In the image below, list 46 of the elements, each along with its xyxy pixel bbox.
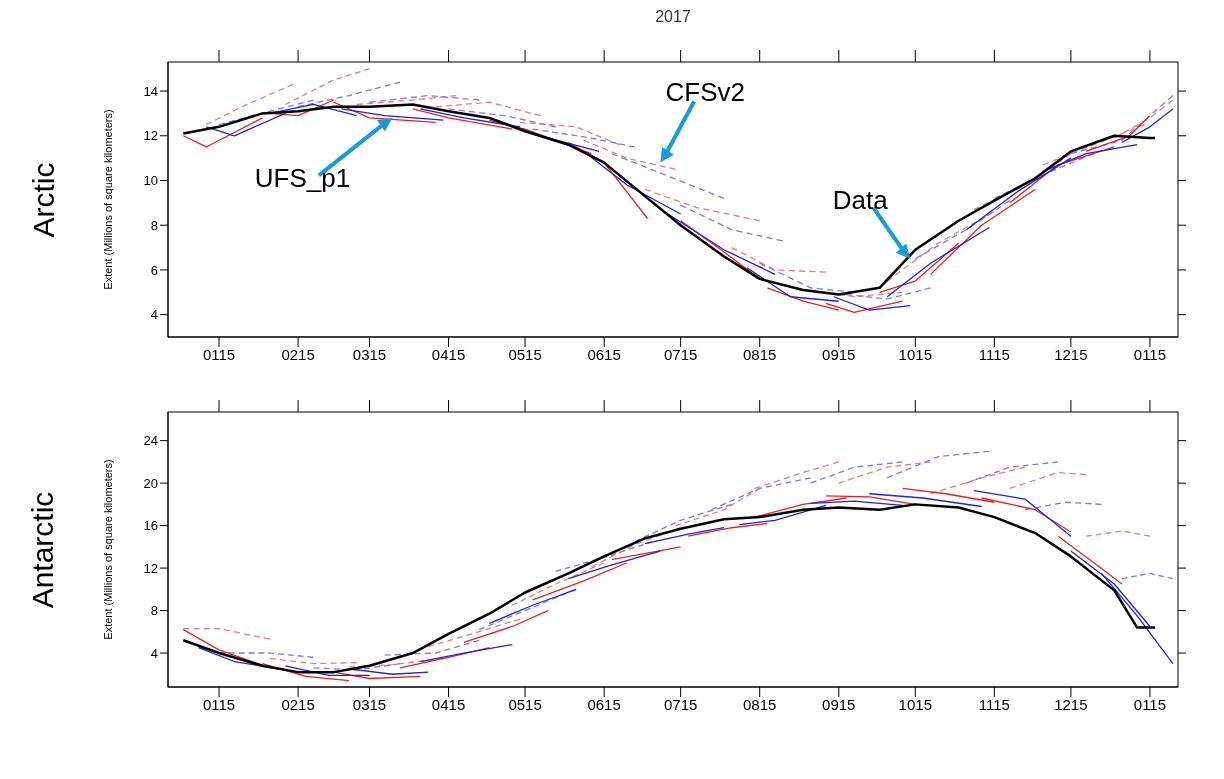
y-tick-label: 24 [143, 433, 158, 449]
x-tick-label: 0115 [202, 345, 236, 363]
x-tick-label: 0415 [431, 345, 466, 363]
annotation: Data [832, 184, 889, 215]
y-tick-label: 14 [143, 83, 158, 99]
x-tick-label: 0115 [1133, 695, 1167, 713]
x-tick-label: 0315 [352, 695, 387, 713]
x-tick-label: 1215 [1054, 695, 1088, 713]
x-tick-label: 0115 [202, 695, 236, 713]
y-axis-title: Extent (Millions of square kilometers) [101, 109, 114, 290]
y-tick-label: 10 [143, 173, 158, 189]
x-tick-label: 0315 [352, 345, 387, 363]
y-tick-label: 8 [150, 217, 158, 233]
y-tick-label: 4 [150, 307, 158, 323]
y-tick-label: 20 [143, 475, 158, 491]
y-tick-label: 12 [143, 128, 158, 144]
y-tick-label: 6 [150, 262, 158, 278]
x-tick-label: 1115 [978, 695, 1010, 713]
x-tick-label: 0215 [281, 695, 315, 713]
x-tick-label: 0815 [743, 345, 777, 363]
x-tick-label: 1015 [898, 345, 932, 363]
x-tick-label: 0715 [663, 345, 698, 363]
x-tick-label: 1015 [898, 695, 932, 713]
y-tick-label: 16 [143, 518, 158, 534]
y-tick-label: 12 [143, 560, 158, 576]
x-tick-label: 0915 [822, 345, 856, 363]
x-tick-label: 0515 [508, 345, 542, 363]
x-tick-label: 0415 [431, 695, 466, 713]
x-tick-label: 0715 [663, 695, 698, 713]
y-tick-label: 4 [150, 645, 158, 661]
x-tick-label: 0615 [587, 695, 621, 713]
x-tick-label: 1215 [1054, 345, 1088, 363]
x-tick-label: 0115 [1133, 345, 1167, 363]
x-tick-label: 0915 [822, 695, 856, 713]
annotation: CFSv2 [665, 77, 745, 108]
annotation: UFS_p1 [254, 162, 351, 193]
x-tick-label: 0615 [587, 345, 621, 363]
text: Arctic [26, 162, 60, 237]
x-tick-label: 0815 [743, 695, 777, 713]
x-tick-label: 0515 [508, 695, 542, 713]
x-tick-label: 1115 [978, 345, 1010, 363]
chart-title: 2017 [654, 8, 692, 26]
y-tick-label: 8 [150, 603, 158, 619]
x-tick-label: 0215 [281, 345, 315, 363]
text: Antarctic [26, 491, 60, 608]
y-axis-title: Extent (Millions of square kilometers) [101, 459, 114, 640]
